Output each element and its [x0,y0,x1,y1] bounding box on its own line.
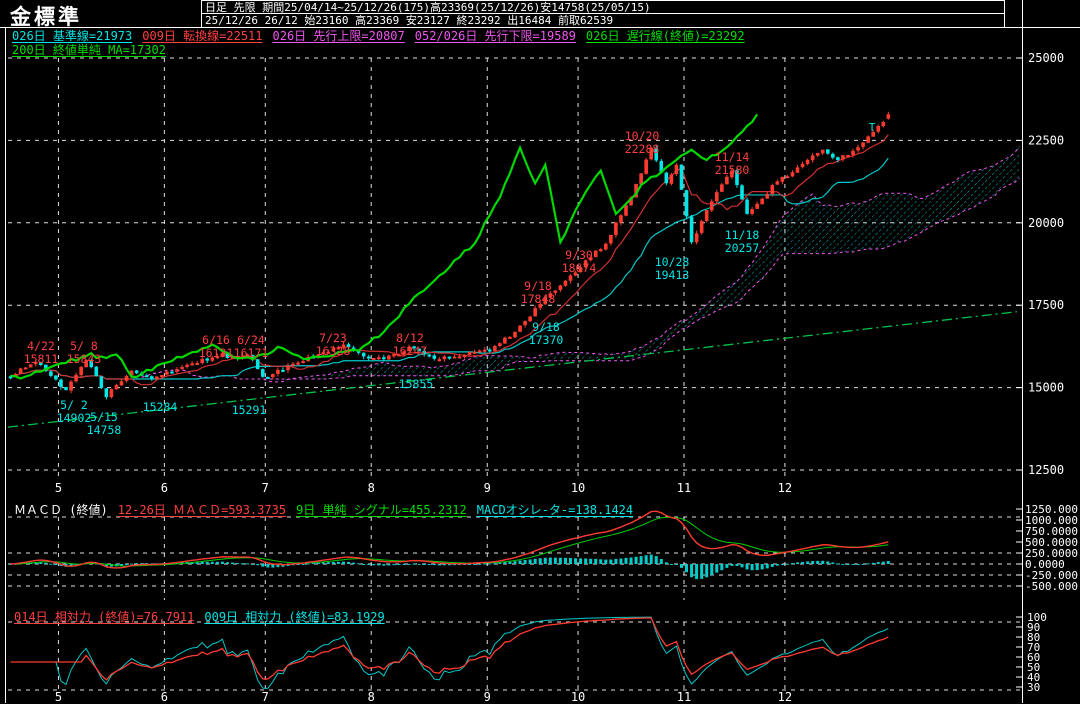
macd-signal-line [10,516,889,567]
axis-label: 7 [262,690,269,704]
axis-label: 12 [778,481,792,495]
axis-label: 11 [677,690,691,704]
macd-line [10,510,889,569]
axis-label: 6 [161,690,168,704]
axis-label: 5 [55,690,62,704]
axis-label: 9 [484,481,491,495]
axis-label: 70 [1027,641,1040,654]
chart-annotation: 5/ 2 14902 [57,398,92,425]
chart-annotation: 5/15 14758 [87,410,122,437]
chart-annotation: 6/24 16171 [234,333,269,360]
axis-label: 1000.000 [1025,514,1078,527]
chart-annotation: 6/16 16131 [199,333,234,360]
axis-label: 22500 [1028,133,1064,147]
axis-label: 40 [1027,671,1040,684]
axis-label: 7 [262,481,269,495]
axis-label: 60 [1027,651,1040,664]
legend-item: 009日 相対力 (終値)=83.1929 [204,610,385,624]
legend-item: ＭＡＣＤ (終値) [14,503,108,517]
chart-annotation: 9/18 17370 [529,320,564,347]
axis-label: 90 [1027,621,1040,634]
chikou-line [10,113,759,380]
chart-annotation: 9/18 17848 [521,279,556,306]
chart-annotation: 5/ 8 15843 [67,339,102,366]
chart-annotation: 10/20 22288 [625,129,660,156]
chart-annotation: 4/22 15811 [24,339,59,366]
ichimoku-cloud [141,146,1020,383]
axis-label: 6 [161,481,168,495]
axis-label: 100 [1027,611,1047,624]
axis-label: 25000 [1028,51,1064,65]
chart-annotation: 8/12 16247 [393,331,428,358]
axis-label: -250.000 [1025,569,1078,582]
axis-labels: 2500022500200001750015000125001250.00010… [55,51,1078,704]
ichimoku-legend-line2: 200日 終値単純 MA=17302 [12,44,176,57]
axis-label: 17500 [1028,298,1064,312]
axis-label: 9 [484,690,491,704]
axis-label: -500.000 [1025,580,1078,593]
chart-annotation: 11/14 21580 [715,150,750,177]
axis-label: 10 [571,481,585,495]
legend-item: 9日 単純 シグナル=455.2312 [296,503,467,517]
axis-label: 12 [778,690,792,704]
rsi-legend: 014日 相対力 (終値)=76.7911 009日 相対力 (終値)=83.19… [14,611,395,624]
axis-label: 12500 [1028,463,1064,477]
axis-label: 1250.000 [1025,503,1078,516]
chart-annotation: 11/18 20257 [725,228,760,255]
axis-label: 11 [677,481,691,495]
chart-annotation: 15284 [143,400,178,414]
legend-item: 026日 基準線=21973 [12,29,133,43]
axis-label: 10 [571,690,585,704]
chart-annotation: 15855 [399,377,434,391]
legend-item: 052/026日 先行下限=19589 [414,29,576,43]
legend-item: 014日 相対力 (終値)=76.7911 [14,610,195,624]
legend-item: 009日 転換線=22511 [142,29,263,43]
header-quote-line: 25/12/26 26/12 始23160 高23369 安23127 終232… [205,14,614,27]
chart-annotation: 10/28 19413 [655,255,690,282]
gridlines [8,57,1022,694]
axis-label: 20000 [1028,216,1064,230]
ichimoku-legend-line1: 026日 基準線=21973 009日 転換線=22511 026日 先行上限=20… [12,30,755,43]
axis-label: 250.0000 [1025,547,1078,560]
legend-item: 026日 遅行線(終値)=23292 [585,29,745,43]
signal-marker: T [869,121,876,134]
legend-item: MACDオシレ-タ-=138.1424 [476,503,634,517]
chart-annotation: 9/30 18674 [562,248,597,275]
legend-item: 026日 先行上限=20807 [272,29,405,43]
axis-label: 750.0000 [1025,525,1078,538]
axis-label: 8 [368,481,375,495]
header-info-box: 日足 先限 期間25/04/14~25/12/26(175)高23369(25/… [201,0,1005,28]
axis-label: 50 [1027,661,1040,674]
ma200-line [7,311,1018,428]
legend-item: 200日 終値単純 MA=17302 [12,43,166,57]
axis-label: 15000 [1028,381,1064,395]
rsi14-line [10,617,889,681]
rsi-pane [10,616,889,689]
header-summary-line: 日足 先限 期間25/04/14~25/12/26(175)高23369(25/… [202,1,1004,14]
axis-label: 0.0000 [1025,558,1065,571]
axis-label: 80 [1027,631,1040,644]
chart-annotation: 7/23 16328 [316,331,351,358]
chart-annotation: 15291 [232,403,267,417]
macd-legend: ＭＡＣＤ (終値) 12-26日 ＭＡＣＤ=593.3735 9日 単純 シグナル=… [14,504,643,517]
macd-pane [9,510,890,580]
legend-item: 12-26日 ＭＡＣＤ=593.3735 [117,503,287,517]
axis-label: 30 [1027,681,1040,694]
rsi9-line [10,616,889,689]
axis-label: 5 [55,481,62,495]
axis-label: 500.0000 [1025,536,1078,549]
axis-label: 8 [368,690,375,704]
candles [8,111,891,400]
instrument-title: 金標準 [10,5,82,29]
